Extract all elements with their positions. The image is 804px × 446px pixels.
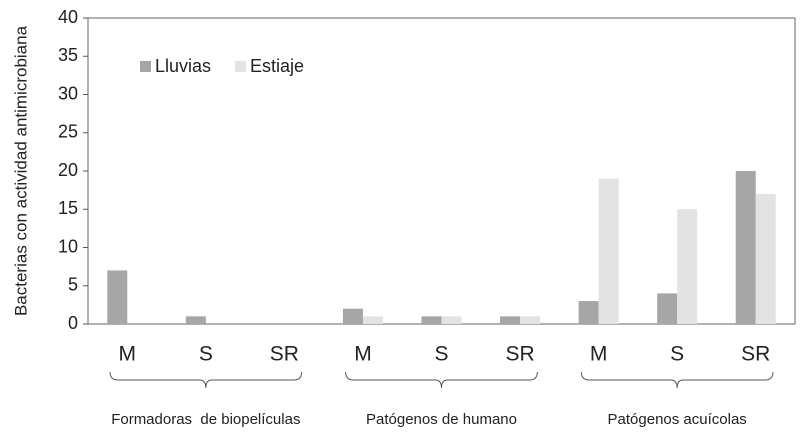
x-tick-label: M bbox=[354, 343, 372, 366]
legend-swatch bbox=[140, 61, 151, 72]
group-brace bbox=[109, 371, 303, 389]
bar bbox=[677, 209, 698, 324]
bar bbox=[598, 178, 619, 324]
x-tick-label: SR bbox=[741, 343, 770, 366]
bar bbox=[185, 316, 206, 324]
bar bbox=[520, 316, 541, 324]
group-label: Patógenos de humano bbox=[366, 411, 517, 428]
y-tick-label: 35 bbox=[58, 45, 78, 65]
y-tick-label: 10 bbox=[58, 236, 78, 256]
legend-label: Lluvias bbox=[155, 56, 211, 76]
legend-swatch bbox=[235, 61, 246, 72]
group-label: Patógenos acuícolas bbox=[608, 411, 747, 428]
x-tick-label: S bbox=[199, 343, 213, 366]
y-tick-label: 5 bbox=[68, 275, 78, 295]
bar bbox=[362, 316, 383, 324]
x-tick-label: M bbox=[119, 343, 137, 366]
bar bbox=[421, 316, 442, 324]
y-tick-label: 40 bbox=[58, 7, 78, 27]
y-tick-label: 25 bbox=[58, 122, 78, 142]
bar bbox=[578, 301, 599, 324]
legend-label: Estiaje bbox=[250, 56, 304, 76]
bar bbox=[441, 316, 462, 324]
bar bbox=[342, 308, 363, 324]
x-tick-label: S bbox=[670, 343, 684, 366]
y-axis-label: Bacterias con actividad antimicrobiana bbox=[11, 25, 30, 316]
bar bbox=[500, 316, 521, 324]
x-tick-label: SR bbox=[270, 343, 299, 366]
x-tick-label: SR bbox=[505, 343, 534, 366]
bar bbox=[107, 270, 128, 324]
x-tick-label: M bbox=[590, 343, 608, 366]
x-tick-label: S bbox=[434, 343, 448, 366]
y-tick-label: 30 bbox=[58, 83, 78, 103]
bar bbox=[657, 293, 678, 324]
group-brace bbox=[580, 371, 774, 389]
bar bbox=[755, 193, 776, 324]
bar bbox=[735, 171, 756, 324]
group-brace bbox=[345, 371, 538, 389]
group-label: Formadoras de biopelículas bbox=[111, 411, 300, 428]
y-tick-label: 0 bbox=[68, 313, 78, 333]
y-tick-label: 15 bbox=[58, 198, 78, 218]
y-tick-label: 20 bbox=[58, 160, 78, 180]
